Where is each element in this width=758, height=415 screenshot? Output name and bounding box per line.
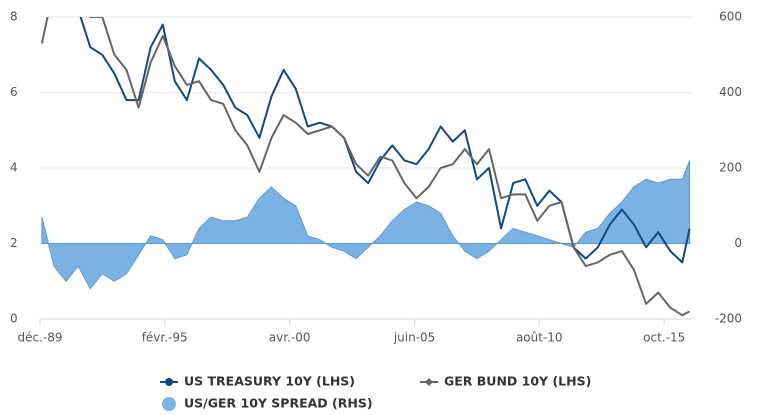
x-tick-label: déc.-89 <box>17 331 62 345</box>
yield-line <box>40 17 691 317</box>
y2-tick-label: 400 <box>719 85 742 99</box>
y2-tick-label: 600 <box>719 10 742 24</box>
axes: 0 2 4 6 8 -200 0 200 400 600 déc.-89 févr.-95 avr.-0… <box>10 10 742 345</box>
legend-label: US/GER 10Y SPREAD (RHS) <box>184 396 373 411</box>
y2-tick-label: 0 <box>734 236 742 250</box>
x-tick-label: févr.-95 <box>142 331 188 345</box>
y-tick-label: 4 <box>10 161 18 175</box>
legend: US TREASURY 10Y (LHS) GER BUND 10Y (LHS) U… <box>160 374 591 411</box>
y-tick-label: 2 <box>10 236 18 250</box>
legend-label: US TREASURY 10Y (LHS) <box>184 374 355 389</box>
y-tick-label: 0 <box>10 312 18 326</box>
legend-symbol <box>165 378 173 386</box>
x-tick-label: août-10 <box>516 331 563 345</box>
legend-label: GER BUND 10Y (LHS) <box>444 374 591 389</box>
x-tick-label: juin-05 <box>393 331 435 345</box>
plot-area <box>40 17 691 317</box>
y-tick-label: 6 <box>10 85 18 99</box>
x-tick-label: oct.-15 <box>643 331 685 345</box>
grid <box>40 16 692 320</box>
y-tick-label: 8 <box>10 10 18 24</box>
spread-area <box>41 160 691 290</box>
yield-line <box>79 17 691 264</box>
y2-tick-label: 200 <box>719 161 742 175</box>
legend-symbol <box>162 397 176 411</box>
x-tick-label: avr.-00 <box>269 331 311 345</box>
y2-tick-label: -200 <box>715 312 742 326</box>
legend-symbol <box>425 378 433 386</box>
